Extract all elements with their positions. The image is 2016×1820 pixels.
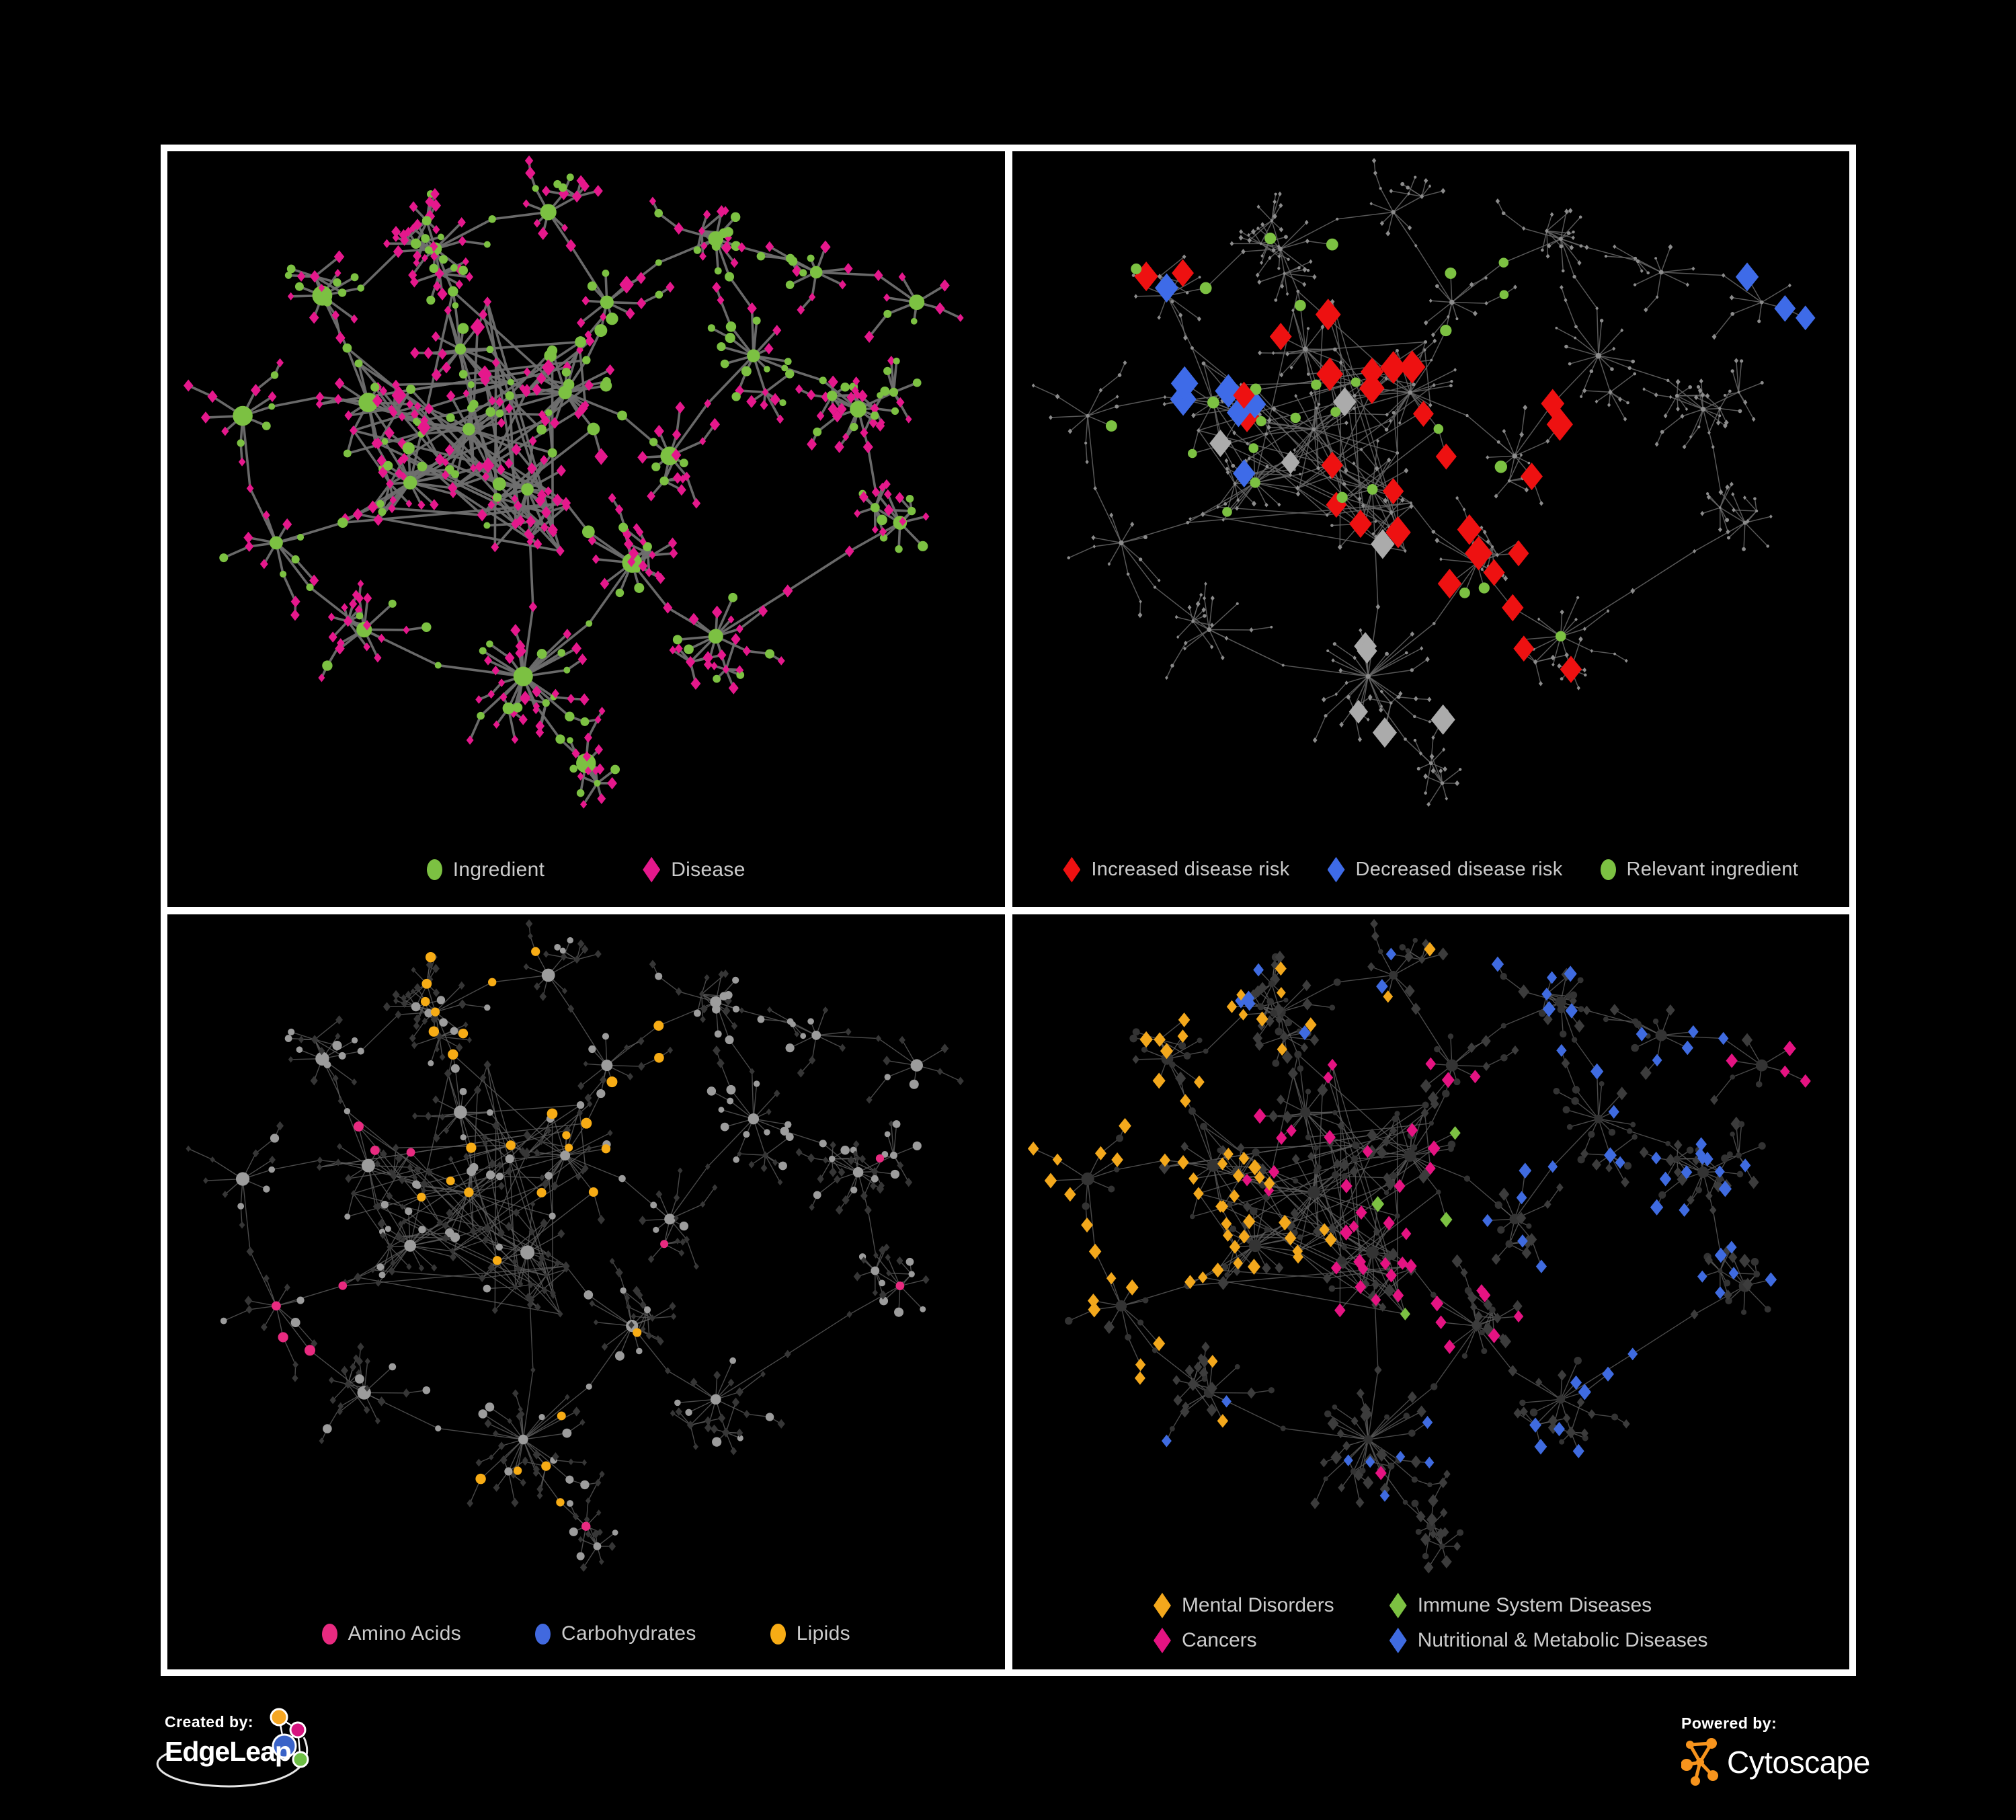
increased-risk-diamond-icon (1063, 857, 1081, 883)
created-by-label: Created by: (165, 1713, 254, 1731)
legend-item-disease: Disease (643, 857, 745, 883)
network-graph-ingredient-disease (183, 155, 964, 809)
panel-disease-risk: Increased disease risk Decreased disease… (1012, 151, 1850, 907)
legend-item-carbohydrates: Carbohydrates (535, 1622, 696, 1645)
cancers-diamond-icon (1153, 1628, 1171, 1653)
panel-nutrient-classes: Amino Acids Carbohydrates Lipids (167, 914, 1005, 1669)
legend-disease-risk: Increased disease risk Decreased disease… (1012, 857, 1850, 883)
network-graph-disease-classes (1027, 918, 1811, 1573)
legend-item-nutritional-metabolic-diseases: Nutritional & Metabolic Diseases (1389, 1628, 1708, 1653)
legend-label: Decreased disease risk (1355, 859, 1563, 880)
cytoscape-logo-icon (1681, 1738, 1718, 1786)
legend-label: Amino Acids (348, 1622, 461, 1645)
disease-diamond-icon (643, 857, 661, 883)
legend-ingredient-disease: Ingredient Disease (167, 857, 1005, 883)
legend-label: Cancers (1181, 1629, 1257, 1651)
legend-label: Lipids (796, 1622, 850, 1645)
legend-label: Immune System Diseases (1417, 1594, 1652, 1616)
legend-label: Increased disease risk (1091, 859, 1290, 880)
panel-ingredient-disease: Ingredient Disease (167, 151, 1005, 907)
decreased-risk-diamond-icon (1327, 857, 1345, 883)
legend-item-relevant-ingredient: Relevant ingredient (1600, 859, 1799, 881)
edgeleap-green-node (292, 1751, 309, 1768)
panel-disease-classes: Mental Disorders Immune System Diseases … (1012, 914, 1850, 1669)
legend-label: Ingredient (452, 858, 545, 881)
immune-system-diseases-diamond-icon (1389, 1593, 1407, 1618)
mental-disorders-diamond-icon (1153, 1593, 1171, 1618)
legend-label: Relevant ingredient (1626, 859, 1799, 880)
amino-acids-circle-icon (321, 1623, 337, 1645)
legend-disease-classes: Mental Disorders Immune System Diseases … (1012, 1593, 1850, 1653)
legend-label: Nutritional & Metabolic Diseases (1417, 1629, 1708, 1651)
ingredient-circle-icon (426, 859, 442, 880)
legend-label: Disease (671, 858, 745, 881)
legend-item-decreased-risk: Decreased disease risk (1327, 857, 1563, 883)
network-graph-disease-risk (1031, 157, 1816, 807)
carbohydrates-circle-icon (535, 1623, 551, 1645)
cytoscape-brand-text: Cytoscape (1727, 1745, 1870, 1780)
legend-item-lipids: Lipids (770, 1622, 850, 1645)
legend-item-ingredient: Ingredient (426, 858, 545, 881)
lipids-circle-icon (770, 1623, 786, 1645)
legend-item-immune-system-diseases: Immune System Diseases (1389, 1593, 1708, 1618)
panels-grid: Ingredient Disease Increased disease ris… (161, 145, 1856, 1676)
legend-item-amino-acids: Amino Acids (321, 1622, 461, 1645)
legend-nutrient-classes: Amino Acids Carbohydrates Lipids (167, 1622, 1005, 1645)
network-graph-nutrient-classes (186, 918, 964, 1572)
cytoscape-credit: Powered by: Cytoscape (1681, 1714, 1964, 1809)
legend-label: Mental Disorders (1181, 1594, 1334, 1616)
legend-label: Carbohydrates (561, 1622, 696, 1645)
legend-item-increased-risk: Increased disease risk (1063, 857, 1289, 883)
edgeleap-brand-text: EdgeLeap (165, 1736, 292, 1767)
edgeleap-credit: Created by: EdgeLeap (156, 1708, 487, 1814)
powered-by-label: Powered by: (1681, 1714, 1777, 1732)
nutritional-metabolic-diseases-diamond-icon (1389, 1628, 1407, 1653)
legend-item-cancers: Cancers (1153, 1628, 1334, 1653)
legend-item-mental-disorders: Mental Disorders (1153, 1593, 1334, 1618)
relevant-ingredient-circle-icon (1600, 859, 1616, 880)
